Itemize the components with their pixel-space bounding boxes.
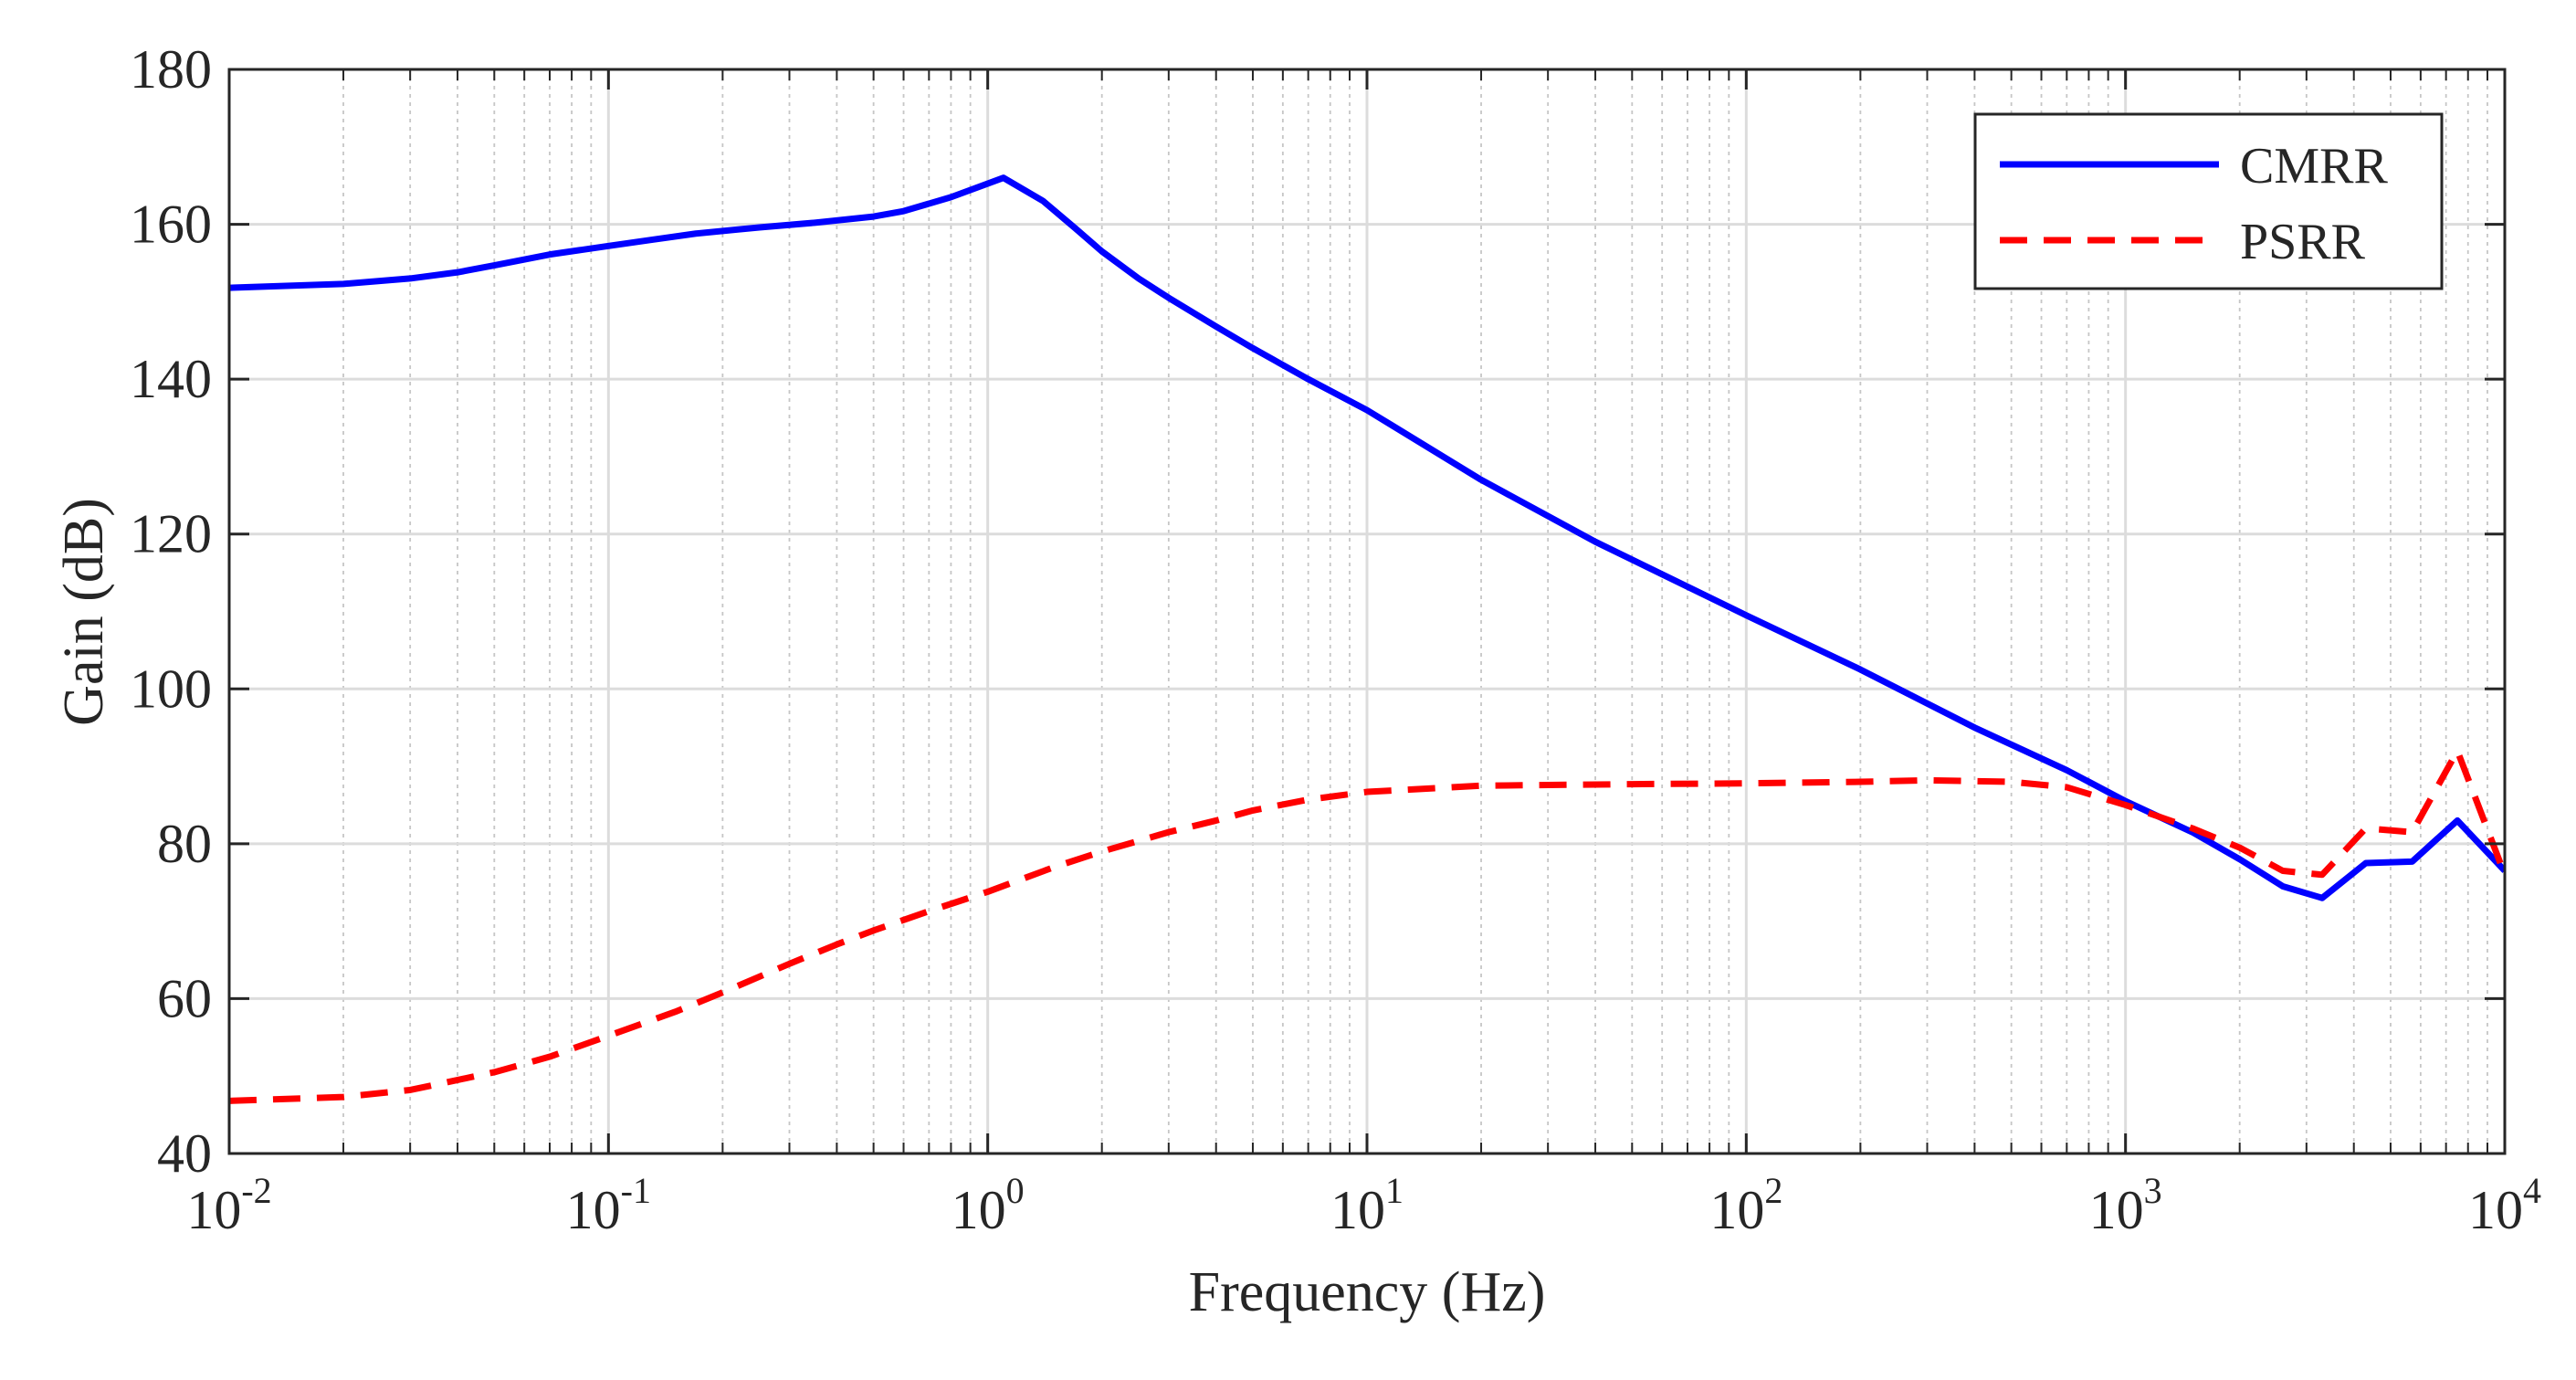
- y-tick-label: 140: [130, 349, 212, 409]
- axis-ticks: [227, 68, 2507, 1155]
- series-line-psrr: [229, 747, 2505, 1104]
- x-axis-title: Frequency (Hz): [1189, 1261, 1546, 1323]
- legend-box: [1973, 112, 2444, 290]
- x-tick-exponent: 4: [2523, 1170, 2541, 1211]
- legend-label-psrr: PSRR: [2240, 214, 2366, 270]
- legend: CMRR PSRR: [1973, 112, 2444, 290]
- y-tick-label: 80: [157, 814, 212, 874]
- x-tick-label: 101: [1330, 1170, 1404, 1240]
- x-tick-exponent: -1: [621, 1170, 651, 1211]
- x-tick-exponent: -2: [241, 1170, 271, 1211]
- x-tick-label: 104: [2468, 1170, 2541, 1240]
- y-tick-label: 160: [130, 195, 212, 255]
- x-tick-exponent: 3: [2144, 1170, 2162, 1211]
- y-axis-title: Gain (dB): [53, 498, 115, 726]
- y-tick-label: 180: [130, 39, 212, 100]
- x-tick-exponent: 2: [1764, 1170, 1782, 1211]
- x-tick-label: 10-1: [566, 1170, 651, 1240]
- y-tick-label: 100: [130, 658, 212, 719]
- x-tick-exponent: 1: [1385, 1170, 1404, 1211]
- x-tick-exponent: 0: [1006, 1170, 1025, 1211]
- x-tick-label: 102: [1709, 1170, 1782, 1240]
- x-tick-label: 103: [2089, 1170, 2162, 1240]
- y-tick-label: 120: [130, 504, 212, 564]
- y-tick-label: 40: [157, 1123, 212, 1184]
- y-tick-label: 60: [157, 968, 212, 1028]
- x-tick-label: 100: [952, 1170, 1025, 1240]
- series-line-cmrr: [229, 174, 2505, 901]
- series-group: [229, 174, 2505, 1104]
- legend-label-cmrr: CMRR: [2240, 138, 2388, 195]
